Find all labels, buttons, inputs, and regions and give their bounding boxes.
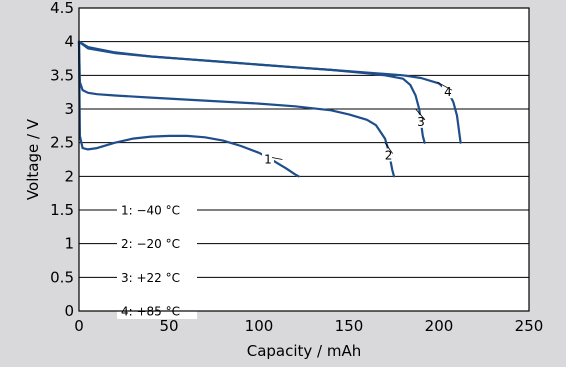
x-tick-label: 0 xyxy=(74,317,84,335)
x-tick-label: 50 xyxy=(159,317,178,335)
series-label-leader xyxy=(384,142,393,154)
series-label-leader xyxy=(271,157,283,160)
y-tick-label: 2 xyxy=(64,167,74,185)
legend-entry-bg xyxy=(117,234,197,252)
plot-frame xyxy=(78,7,530,312)
series-label-3: 3 xyxy=(417,115,425,129)
series-label-bg xyxy=(262,152,274,166)
series-line-2 xyxy=(77,40,396,178)
x-tick-label: 100 xyxy=(245,317,274,335)
series-label-2: 2 xyxy=(385,148,393,162)
legend: 1: −40 °C2: −20 °C3: +22 °C4: +85 °C xyxy=(117,201,197,319)
series-label-leader xyxy=(415,108,426,121)
legend-entry: 1: −40 °C xyxy=(121,204,180,218)
y-tick-label: 4 xyxy=(64,33,74,51)
legend-entry: 3: +22 °C xyxy=(121,271,180,285)
x-tick-label: 250 xyxy=(515,317,544,335)
x-tick-label: 150 xyxy=(335,317,364,335)
series-labels: 1 2 3 4 xyxy=(262,81,454,167)
x-tick-label: 200 xyxy=(425,317,454,335)
series-label-4: 4 xyxy=(444,85,452,99)
y-tick-label: 4.5 xyxy=(50,0,74,17)
series-label-bg xyxy=(442,85,454,99)
y-tick-label: 0 xyxy=(64,302,74,320)
x-tick-labels: 0 50 100 150 200 250 xyxy=(74,317,543,335)
legend-entry-bg xyxy=(117,268,197,286)
y-tick-label: 2.5 xyxy=(50,134,74,152)
legend-entry-bg xyxy=(117,201,197,218)
plot-area xyxy=(79,8,529,311)
y-tick-label: 3 xyxy=(64,100,74,118)
series-label-1: 1 xyxy=(264,153,272,167)
y-axis-label: Voltage / V xyxy=(24,118,42,200)
y-tick-label: 1.5 xyxy=(50,201,74,219)
y-tick-label: 0.5 xyxy=(50,268,74,286)
x-axis-label: Capacity / mAh xyxy=(247,342,362,360)
series-label-leader xyxy=(437,81,453,91)
y-tick-label: 3.5 xyxy=(50,66,74,84)
y-tick-label: 1 xyxy=(64,235,74,253)
grid-lines xyxy=(79,8,529,311)
series-line-1 xyxy=(77,40,300,178)
legend-entry: 2: −20 °C xyxy=(121,237,180,251)
y-tick-labels: 0 0.5 1 1.5 2 2.5 3 3.5 4 4.5 xyxy=(50,0,74,320)
